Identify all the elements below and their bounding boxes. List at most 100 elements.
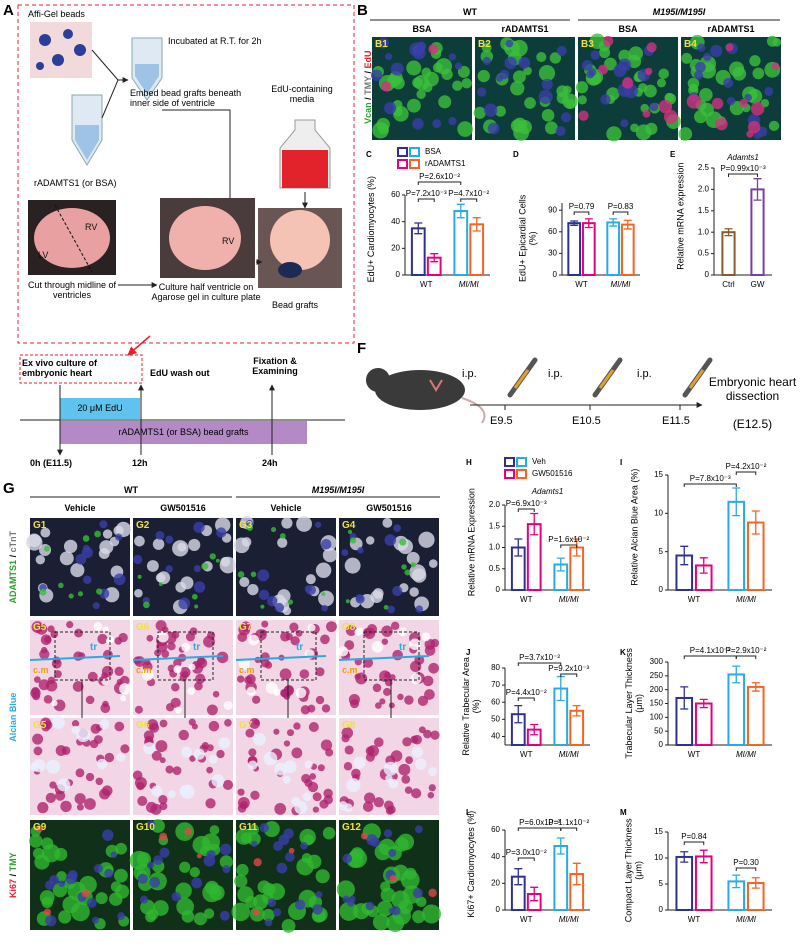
texture — [393, 106, 409, 122]
texture — [79, 875, 97, 894]
texture — [415, 758, 427, 770]
bracket — [460, 198, 478, 202]
p-value: P=6.9x10⁻³ — [506, 499, 547, 508]
texture — [404, 786, 413, 794]
texture — [167, 642, 176, 651]
dashed-frame — [17, 4, 355, 344]
panel-letter: M — [620, 808, 627, 817]
error-bar — [472, 217, 481, 232]
texture — [307, 623, 316, 632]
texture — [53, 670, 62, 679]
texture — [694, 70, 704, 80]
p-value: P=0.79 — [569, 202, 595, 211]
texture — [99, 719, 110, 730]
texture — [276, 862, 288, 874]
bar — [694, 702, 713, 746]
legend-label: rADAMTS1 — [425, 159, 466, 168]
texture — [510, 81, 525, 96]
x-tick-label: GW — [751, 280, 765, 289]
legend-swatch — [504, 469, 515, 479]
texture — [723, 77, 734, 88]
texture — [355, 627, 364, 636]
texture — [248, 760, 258, 770]
texture — [538, 89, 553, 104]
texture — [113, 573, 126, 586]
texture — [263, 751, 278, 766]
texture — [168, 790, 176, 798]
label: rADAMTS1 (or BSA) bead grafts — [118, 427, 249, 437]
texture — [406, 551, 420, 565]
error-bar — [570, 220, 579, 226]
error-bar — [751, 877, 760, 889]
texture — [188, 663, 196, 671]
dashed-frame — [19, 354, 143, 384]
texture — [499, 69, 510, 80]
texture — [196, 853, 202, 859]
texture — [71, 720, 80, 728]
region-label: tr — [90, 642, 98, 653]
syringes — [507, 357, 713, 398]
texture — [55, 745, 67, 756]
beads — [36, 29, 86, 70]
y-tick-label: 40 — [491, 732, 500, 741]
texture — [421, 904, 442, 924]
texture — [388, 848, 397, 857]
texture — [373, 797, 384, 808]
texture — [283, 685, 294, 697]
texture — [70, 563, 85, 578]
texture — [110, 881, 122, 893]
texture — [424, 689, 435, 700]
texture — [159, 847, 170, 858]
texture — [74, 793, 86, 805]
texture — [372, 913, 390, 931]
error-bar — [699, 557, 708, 574]
texture — [418, 531, 435, 548]
texture — [262, 908, 275, 922]
bracket — [735, 867, 757, 871]
label: Incubated at R.T. for 2h — [168, 36, 262, 46]
x-tick-label: WT — [520, 595, 533, 604]
mouse-head — [366, 368, 390, 392]
panel-letter: L — [466, 808, 471, 817]
bead-graft — [278, 262, 302, 278]
tube-liquid — [135, 64, 159, 94]
bracket — [573, 211, 590, 215]
texture — [658, 99, 673, 114]
texture — [578, 110, 589, 121]
label: E9.5 — [490, 415, 513, 427]
sep: / — [7, 554, 18, 558]
texture — [45, 792, 56, 803]
p-value: P=3.0x10⁻² — [506, 848, 547, 857]
region-label: tr — [296, 642, 304, 653]
texture — [699, 87, 713, 102]
texture — [589, 33, 606, 50]
edu-bar — [60, 398, 140, 419]
texture — [84, 798, 96, 810]
texture — [193, 748, 205, 760]
texture — [208, 754, 218, 764]
texture — [159, 757, 166, 764]
y-tick-label: 70 — [491, 680, 500, 689]
texture — [65, 873, 77, 885]
texture — [366, 623, 378, 635]
image-tag: G5 — [33, 622, 47, 633]
texture — [77, 591, 84, 597]
p-value: P=7.8x10⁻³ — [690, 474, 731, 483]
stain: TMY — [7, 852, 18, 872]
texture — [136, 781, 145, 791]
texture — [764, 86, 774, 96]
label: 12h — [132, 458, 148, 468]
texture — [246, 674, 256, 684]
texture — [410, 673, 422, 685]
texture — [238, 623, 251, 636]
texture — [291, 747, 303, 759]
texture — [147, 861, 155, 869]
texture — [392, 585, 403, 597]
texture — [349, 699, 360, 709]
texture — [58, 880, 65, 887]
x-tick-label: WT — [420, 280, 433, 289]
texture — [235, 828, 252, 845]
texture — [346, 898, 355, 907]
texture — [477, 87, 487, 97]
texture — [216, 749, 225, 759]
